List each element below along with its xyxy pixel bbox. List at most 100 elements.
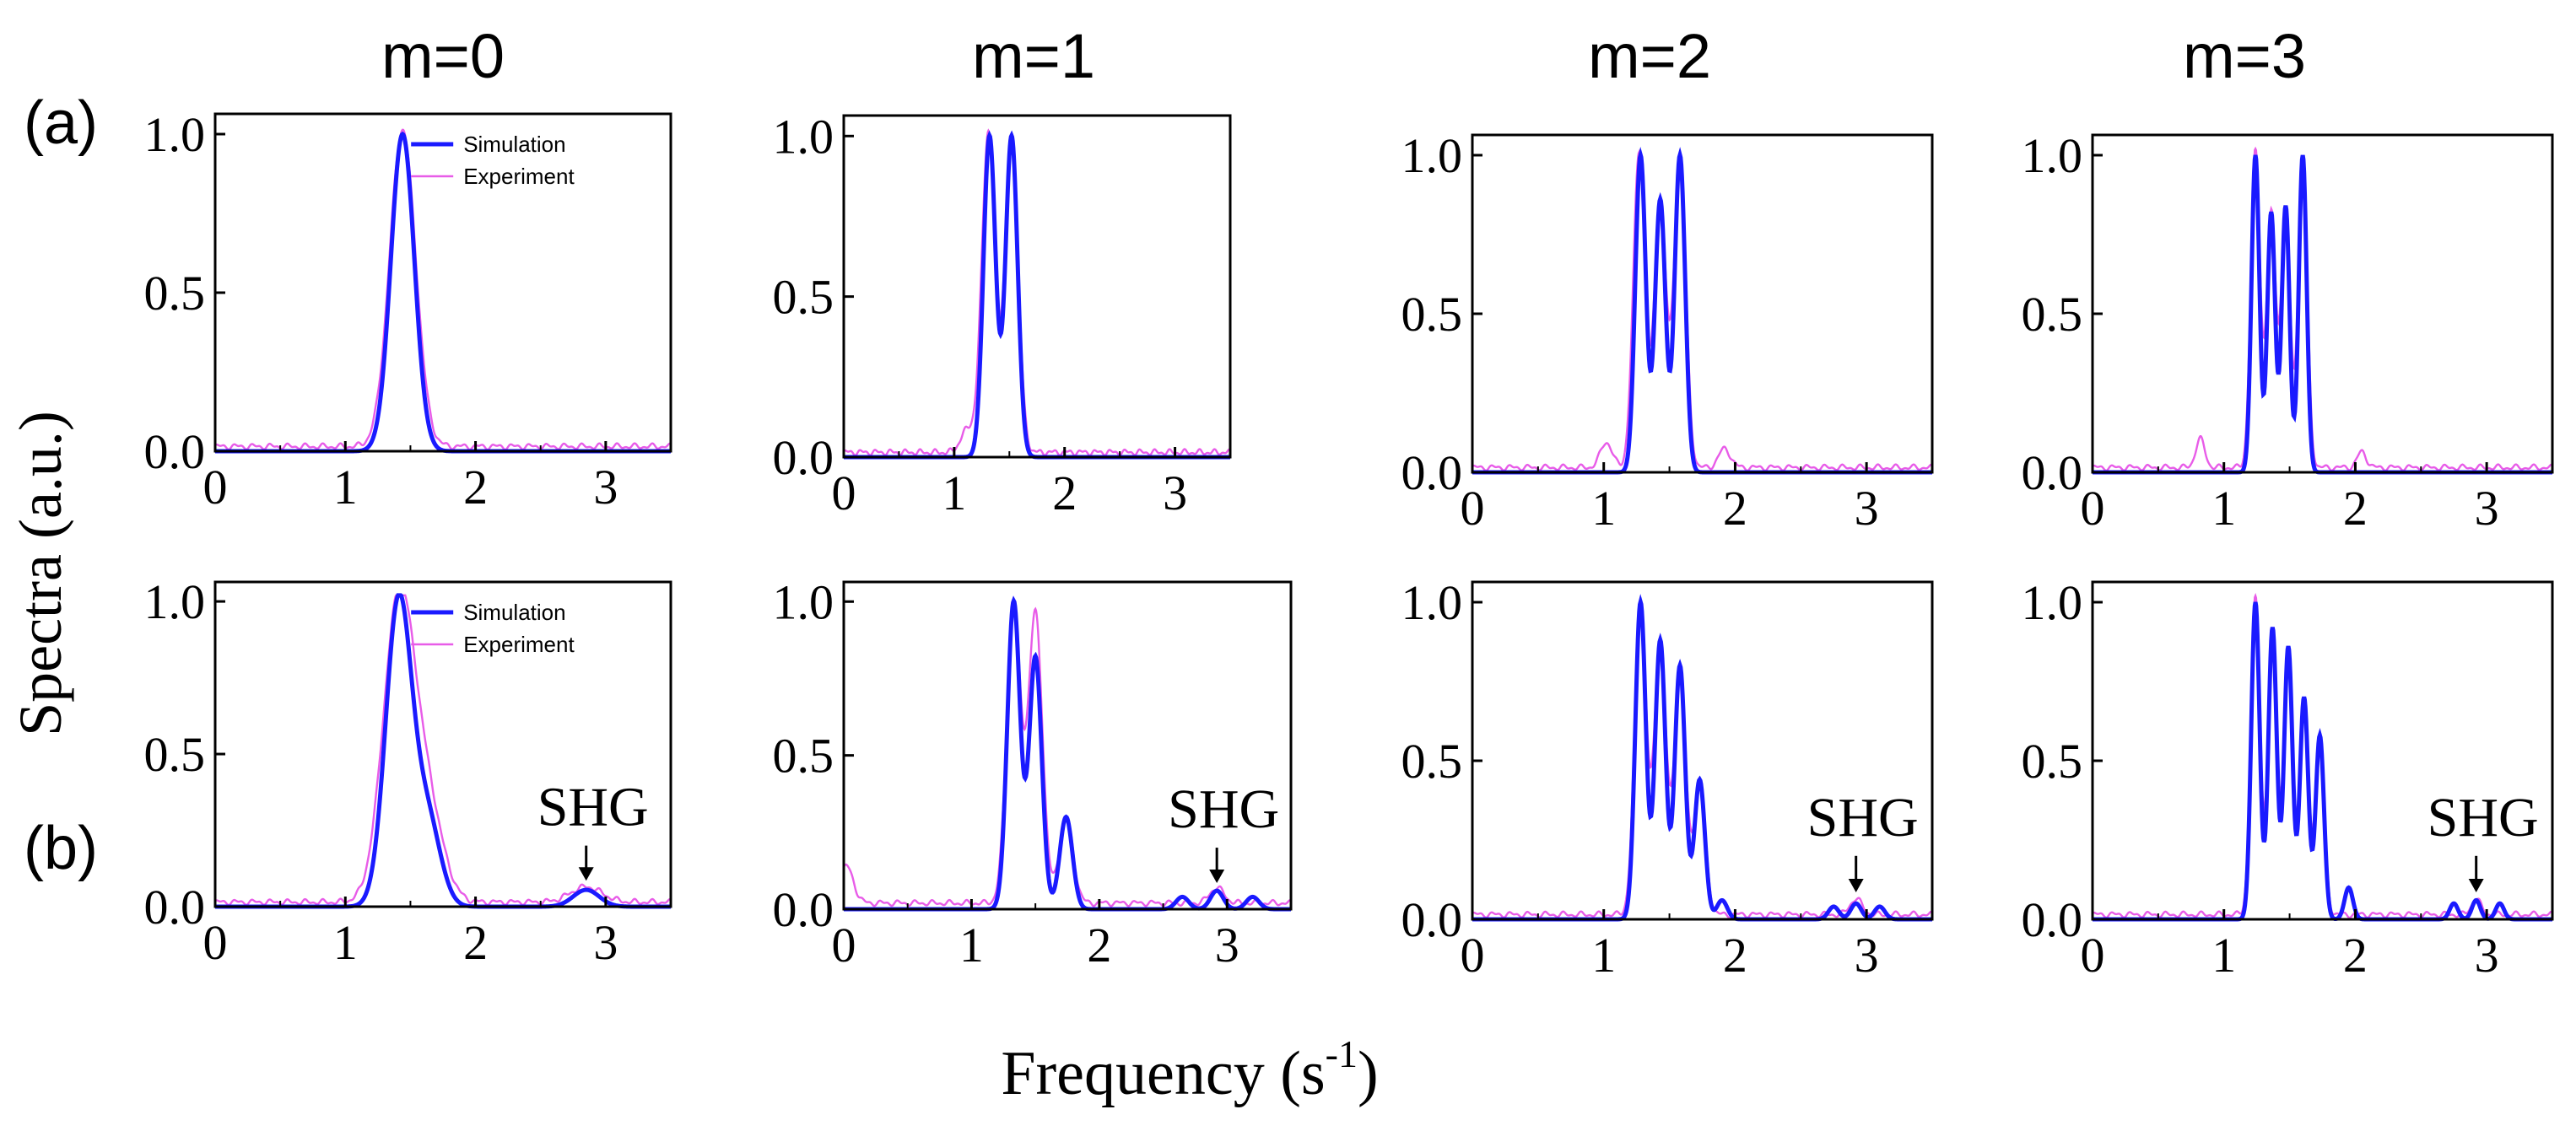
series-line-experiment: [2092, 146, 2553, 472]
y-tick-label: 0.5: [144, 727, 206, 782]
x-axis-label-exponent: -1: [1326, 1032, 1358, 1075]
legend-label-simulation: Simulation: [463, 132, 565, 157]
x-tick-label: 3: [2475, 481, 2499, 536]
series-line-experiment: [214, 594, 672, 907]
plot-frame: [1471, 580, 1934, 921]
legend-label-experiment: Experiment: [463, 632, 575, 657]
x-tick-label: 2: [2343, 928, 2368, 983]
x-tick-label: 2: [1723, 481, 1747, 536]
x-tick-label: 0: [1461, 481, 1485, 536]
x-tick-label: 3: [2475, 928, 2499, 983]
y-tick-label: 1.0: [144, 107, 206, 162]
x-tick-label: 1: [942, 466, 966, 520]
plot-frame: [213, 112, 672, 453]
series-line-experiment: [843, 128, 1231, 457]
series-line-experiment: [1472, 148, 1933, 472]
x-tick-label: 2: [463, 915, 488, 970]
x-tick-label: 2: [1087, 918, 1111, 972]
x-tick-label: 3: [1163, 466, 1187, 520]
y-axis-label: Spectra (a.u.): [7, 411, 74, 736]
x-tick-label: 3: [1855, 481, 1879, 536]
plot-frame: [213, 580, 672, 908]
x-tick-label: 1: [333, 915, 358, 970]
x-tick-label: 0: [2081, 481, 2105, 536]
panel-a0: 0 1 2 3 0.0 0.5 1.0 Simulation Experiment: [144, 107, 672, 514]
shg-annotation-label: SHG: [1807, 787, 1919, 848]
shg-annotation-label: SHG: [537, 777, 649, 838]
title-m0: m=0: [381, 21, 505, 91]
plot-frame: [1471, 133, 1934, 474]
x-tick-label: 0: [2081, 928, 2105, 983]
panel-a3: 0 1 2 3 0.0 0.5 1.0: [2022, 128, 2554, 536]
y-tick-label: 1.0: [773, 574, 834, 629]
shg-arrow-head: [1848, 879, 1864, 893]
y-tick-label: 1.0: [1401, 575, 1463, 630]
x-tick-label: 3: [1855, 928, 1879, 983]
x-tick-label: 2: [1052, 466, 1077, 520]
y-tick-label: 0.0: [144, 880, 206, 934]
y-tick-label: 0.0: [1401, 892, 1463, 947]
x-tick-label: 3: [593, 460, 618, 514]
y-tick-label: 1.0: [773, 109, 834, 164]
x-tick-label: 2: [2343, 481, 2368, 536]
x-tick-label: 3: [1215, 918, 1239, 972]
x-tick-label: 0: [203, 460, 228, 514]
y-tick-label: 0.5: [1401, 734, 1463, 789]
y-tick-label: 0.5: [1401, 287, 1463, 342]
y-tick-label: 0.5: [2022, 734, 2083, 789]
series-line-experiment: [214, 128, 672, 451]
y-tick-label: 1.0: [1401, 128, 1463, 183]
panel-a2: 0 1 2 3 0.0 0.5 1.0: [1401, 128, 1934, 536]
panel-a1: 0 1 2 3 0.0 0.5 1.0: [773, 109, 1232, 520]
panel-b0: 0 1 2 3 0.0 0.5 1.0 Simulation Experiment SHG: [144, 574, 672, 970]
legend-label-simulation: Simulation: [463, 600, 565, 625]
x-axis-label-close: ): [1358, 1039, 1379, 1108]
panel-b3: 0 1 2 3 0.0 0.5 1.0 SHG: [2022, 575, 2554, 983]
y-tick-label: 0.5: [2022, 287, 2083, 342]
plot-frame: [842, 580, 1293, 911]
x-tick-label: 1: [1591, 481, 1616, 536]
y-tick-label: 0.0: [144, 424, 206, 479]
shg-annotation-label: SHG: [1168, 778, 1279, 840]
y-tick-label: 0.5: [144, 266, 206, 320]
y-tick-label: 0.5: [773, 729, 834, 784]
title-m3: m=3: [2183, 21, 2306, 91]
shg-arrow-head: [578, 867, 594, 881]
y-tick-label: 0.0: [2022, 892, 2083, 947]
y-tick-label: 0.0: [773, 430, 834, 485]
x-tick-label: 2: [1723, 928, 1747, 983]
plot-frame: [2091, 133, 2554, 474]
shg-annotation-label: SHG: [2427, 787, 2539, 848]
x-axis-label-text: Frequency (s: [1001, 1039, 1325, 1108]
x-tick-label: 1: [333, 460, 358, 514]
y-tick-label: 0.0: [773, 882, 834, 937]
x-tick-label: 1: [2211, 481, 2236, 536]
x-tick-label: 0: [203, 915, 228, 970]
y-tick-label: 0.0: [2022, 445, 2083, 500]
row-label-a: (a): [24, 89, 98, 157]
title-m2: m=2: [1588, 21, 1711, 91]
x-tick-label: 2: [463, 460, 488, 514]
x-tick-label: 1: [959, 918, 984, 972]
y-tick-label: 0.0: [1401, 445, 1463, 500]
y-tick-label: 1.0: [2022, 575, 2083, 630]
panel-b2: 0 1 2 3 0.0 0.5 1.0 SHG: [1401, 575, 1934, 983]
title-m1: m=1: [972, 21, 1095, 91]
shg-arrow-head: [1209, 869, 1225, 883]
x-tick-label: 1: [1591, 928, 1616, 983]
plot-frame: [842, 114, 1232, 459]
x-tick-label: 0: [832, 918, 856, 972]
row-label-b: (b): [24, 815, 98, 882]
y-tick-label: 1.0: [2022, 128, 2083, 183]
panel-b1: 0 1 2 3 0.0 0.5 1.0 SHG: [773, 574, 1293, 972]
legend-label-experiment: Experiment: [463, 164, 575, 189]
x-tick-label: 3: [593, 915, 618, 970]
x-tick-label: 0: [832, 466, 856, 520]
x-tick-label: 1: [2211, 928, 2236, 983]
x-axis-label: Frequency (s-1): [1001, 1032, 1378, 1108]
shg-arrow-head: [2468, 879, 2484, 893]
y-tick-label: 1.0: [144, 574, 206, 629]
x-tick-label: 0: [1461, 928, 1485, 983]
y-tick-label: 0.5: [773, 270, 834, 325]
